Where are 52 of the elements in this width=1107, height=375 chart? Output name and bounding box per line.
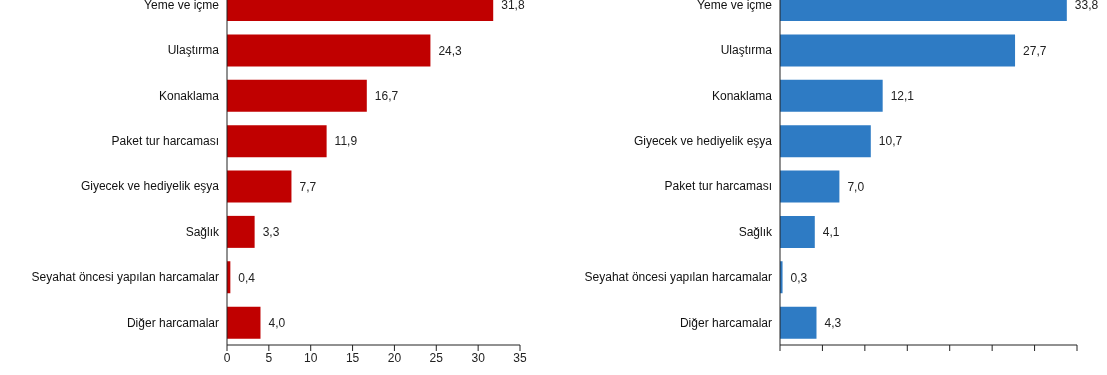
bar [227, 170, 292, 203]
y-tick-label: Ulaştırma [720, 43, 773, 58]
y-tick-label: Diğer harcamalar [126, 315, 219, 330]
x-tick-label: 15 [345, 350, 360, 365]
data-label: 7,7 [299, 179, 317, 194]
data-label: 10,7 [878, 134, 903, 149]
bar [227, 215, 255, 248]
y-tick-label: Sağlık [738, 224, 773, 239]
data-label: 31,8 [501, 0, 525, 13]
data-label: 27,7 [1023, 43, 1047, 58]
x-tick-label: 25 [429, 350, 444, 365]
y-tick-label: Seyahat öncesi yapılan harcamalar [584, 270, 772, 285]
y-tick-label: Yeme ve içme [697, 0, 773, 12]
data-label: 4,1 [822, 225, 840, 240]
data-label: 0,4 [238, 270, 256, 285]
y-tick-label: Paket tur harcaması [664, 179, 772, 194]
y-tick-label: Seyahat öncesi yapılan harcamalar [31, 270, 219, 285]
bar [227, 306, 261, 339]
data-label: 11,9 [334, 134, 358, 149]
data-label: 0,3 [790, 270, 808, 285]
x-tick-label: 10 [304, 350, 318, 365]
x-tick-label: 35 [513, 350, 527, 365]
data-label: 4,0 [268, 315, 286, 330]
y-tick-label: Paket tur harcaması [111, 134, 219, 149]
bar [780, 170, 840, 203]
y-tick-label: Sağlık [185, 224, 220, 239]
x-tick-label: 20 [387, 350, 402, 365]
y-tick-label: Yeme ve içme [144, 0, 220, 12]
bar [227, 79, 367, 112]
data-label: 12,1 [890, 89, 915, 104]
y-tick-label: Konaklama [711, 88, 773, 103]
data-label: 33,8 [1074, 0, 1099, 13]
data-label: 24,3 [438, 43, 463, 58]
y-tick-label: Giyecek ve hediyelik eşya [633, 134, 773, 149]
y-tick-label: Giyecek ve hediyelik eşya [80, 179, 220, 194]
bar [780, 215, 815, 248]
x-tick-label: 5 [265, 350, 273, 365]
data-label: 16,7 [374, 89, 399, 104]
y-tick-label: Diğer harcamalar [679, 315, 772, 330]
x-tick-label: 30 [471, 350, 486, 365]
bar [780, 306, 817, 339]
bar [780, 125, 871, 158]
bar [227, 34, 431, 67]
bar [780, 79, 883, 112]
bar [780, 34, 1016, 67]
y-tick-label: Ulaştırma [167, 43, 220, 58]
data-label: 3,3 [262, 225, 280, 240]
x-tick-label: 0 [223, 350, 231, 365]
data-label: 7,0 [847, 179, 865, 194]
bar [227, 125, 327, 158]
y-tick-label: Konaklama [158, 88, 220, 103]
data-label: 4,3 [824, 315, 842, 330]
